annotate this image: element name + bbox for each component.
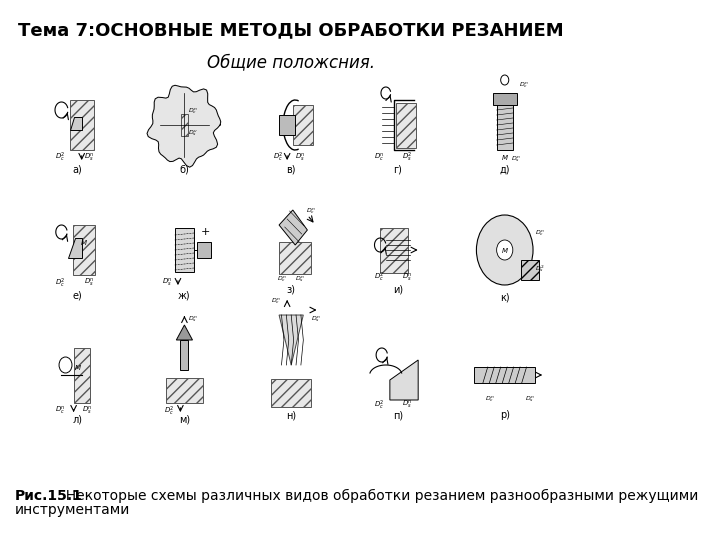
Bar — [197, 242, 211, 258]
Text: $D_s^n$: $D_s^n$ — [84, 277, 95, 289]
Text: +: + — [201, 227, 210, 237]
Text: $D_c^n$: $D_c^n$ — [536, 229, 545, 239]
Text: $D_c^2$: $D_c^2$ — [374, 271, 384, 285]
Text: б): б) — [179, 165, 189, 175]
Bar — [521, 260, 539, 280]
Text: $D_c^n$: $D_c^n$ — [485, 394, 494, 403]
Text: $D_c^2$: $D_c^2$ — [164, 404, 175, 417]
Text: $D_s^2$: $D_s^2$ — [536, 263, 545, 274]
Bar — [492, 93, 517, 105]
Bar — [379, 227, 408, 273]
Bar — [396, 103, 416, 147]
Bar — [181, 340, 189, 370]
Text: $M$: $M$ — [500, 153, 508, 162]
Text: $D_s^n$: $D_s^n$ — [511, 154, 521, 164]
Text: $D_s^2$: $D_s^2$ — [402, 151, 413, 165]
Text: $M$: $M$ — [80, 238, 88, 247]
Text: в): в) — [287, 165, 296, 175]
Text: $D_c^n$: $D_c^n$ — [276, 274, 287, 284]
Text: $D_s^n$: $D_s^n$ — [295, 152, 306, 164]
Text: ж): ж) — [178, 290, 191, 300]
Bar — [166, 377, 202, 402]
Text: $M$: $M$ — [500, 246, 508, 255]
Text: $D_c^2$: $D_c^2$ — [374, 398, 384, 411]
Polygon shape — [390, 360, 418, 400]
Text: д): д) — [500, 165, 510, 175]
Text: . Некоторые схемы различных видов обработки резанием разнообразными режущими: . Некоторые схемы различных видов обрабо… — [57, 489, 698, 503]
Text: н): н) — [286, 410, 296, 420]
Bar — [73, 225, 96, 275]
Bar — [271, 379, 312, 407]
Polygon shape — [176, 325, 192, 340]
Text: з): з) — [287, 285, 296, 295]
Text: $D_s^n$: $D_s^n$ — [295, 274, 305, 284]
Text: $D_s^v$: $D_s^v$ — [189, 129, 198, 138]
Text: е): е) — [73, 290, 83, 300]
Text: $D_c^n$: $D_c^n$ — [374, 152, 384, 164]
Text: $D_c^2$: $D_c^2$ — [274, 151, 284, 165]
Text: м): м) — [179, 415, 190, 425]
Text: $D_c^n$: $D_c^n$ — [55, 405, 66, 417]
Text: и): и) — [393, 285, 403, 295]
Text: а): а) — [73, 165, 83, 175]
Text: г): г) — [394, 165, 402, 175]
Bar — [175, 228, 194, 272]
Polygon shape — [70, 117, 81, 130]
Polygon shape — [279, 210, 307, 245]
Text: $D_c^n$: $D_c^n$ — [189, 107, 198, 117]
Text: $D_c^n$: $D_c^n$ — [271, 297, 281, 307]
Text: к): к) — [500, 292, 510, 302]
Text: $D_s^n$: $D_s^n$ — [312, 314, 321, 323]
Polygon shape — [147, 85, 221, 167]
Text: $D_s^n$: $D_s^n$ — [162, 277, 172, 289]
Polygon shape — [68, 238, 81, 258]
Text: п): п) — [393, 410, 403, 420]
Text: $D_s^n$: $D_s^n$ — [402, 399, 413, 411]
Text: $D_s^n$: $D_s^n$ — [189, 314, 198, 323]
Text: р): р) — [500, 410, 510, 420]
Circle shape — [477, 215, 533, 285]
Bar — [181, 114, 188, 136]
Circle shape — [497, 240, 513, 260]
Text: $D_s^n$: $D_s^n$ — [84, 152, 95, 164]
Text: $D_c^2$: $D_c^2$ — [55, 276, 66, 289]
Text: Тема 7:ОСНОВНЫЕ МЕТОДЫ ОБРАБОТКИ РЕЗАНИЕМ: Тема 7:ОСНОВНЫЕ МЕТОДЫ ОБРАБОТКИ РЕЗАНИЕ… — [19, 21, 564, 39]
Polygon shape — [279, 315, 303, 365]
Text: $D_s^n$: $D_s^n$ — [402, 272, 413, 284]
Text: Рис.15.1: Рис.15.1 — [14, 489, 82, 503]
Bar — [73, 348, 90, 402]
Text: л): л) — [73, 415, 83, 425]
Text: Общие положсния.: Общие положсния. — [207, 53, 375, 71]
Bar — [293, 105, 313, 145]
Text: $D_s^n$: $D_s^n$ — [81, 405, 92, 417]
Bar — [279, 115, 295, 135]
Bar — [474, 367, 536, 383]
Text: инструментами: инструментами — [14, 503, 130, 517]
Text: $D_c^n$: $D_c^n$ — [306, 206, 315, 215]
Bar — [497, 100, 513, 150]
Bar — [70, 100, 94, 150]
Text: $M$: $M$ — [73, 363, 81, 372]
Text: $D_c^2$: $D_c^2$ — [55, 151, 66, 165]
Bar — [279, 242, 312, 274]
Text: $D_c^n$: $D_c^n$ — [519, 81, 529, 91]
Text: $D_s^n$: $D_s^n$ — [525, 394, 535, 403]
